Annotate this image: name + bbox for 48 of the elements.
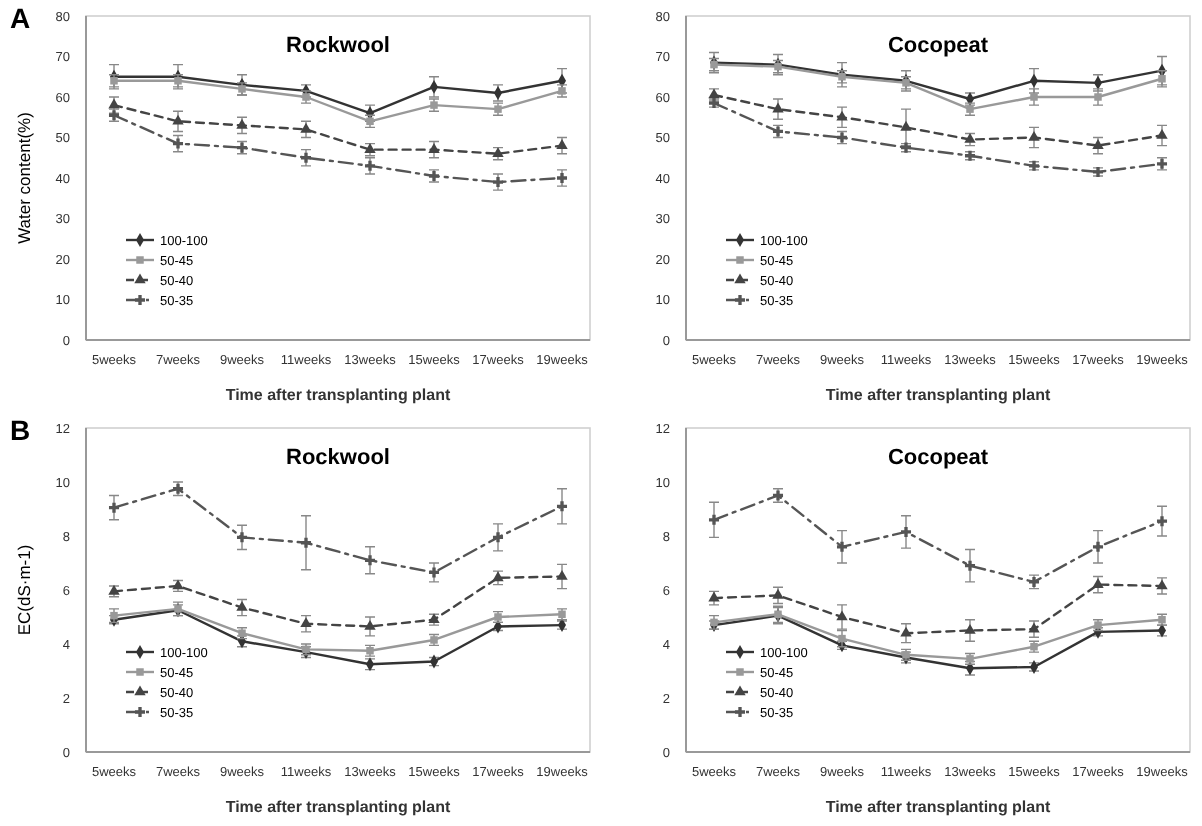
point xyxy=(236,118,248,129)
text: Cocopeat xyxy=(887,34,989,58)
text: Rockwool xyxy=(286,446,390,470)
point xyxy=(900,626,912,637)
point xyxy=(1092,541,1104,552)
text: Cocopeat xyxy=(887,446,989,470)
point xyxy=(236,532,248,543)
x-axis-title: Time after transplanting plant xyxy=(825,386,1051,404)
point xyxy=(300,537,312,548)
point xyxy=(1092,578,1104,588)
point xyxy=(900,526,912,537)
point xyxy=(964,560,976,571)
y-axis-title: Water content(%) xyxy=(14,111,34,244)
x-axis-title: Time after transplanting plant xyxy=(225,798,451,816)
text: Rockwool xyxy=(286,34,390,58)
point xyxy=(836,610,848,621)
point xyxy=(836,110,848,121)
point xyxy=(364,619,376,630)
point xyxy=(108,502,120,513)
x-axis-title: Time after transplanting plant xyxy=(825,798,1051,816)
point xyxy=(108,98,120,109)
point xyxy=(428,567,440,578)
point xyxy=(556,569,568,580)
point xyxy=(1028,622,1040,633)
point xyxy=(492,532,504,543)
point xyxy=(428,143,440,153)
point xyxy=(1156,128,1168,139)
text: B xyxy=(10,414,31,446)
point xyxy=(364,555,376,566)
point xyxy=(1156,579,1168,590)
point xyxy=(900,120,912,131)
point xyxy=(300,122,312,133)
point xyxy=(708,514,720,525)
point xyxy=(300,617,312,628)
point xyxy=(556,501,568,512)
point xyxy=(772,588,784,599)
point xyxy=(556,139,568,149)
point xyxy=(1092,139,1104,149)
point xyxy=(772,102,784,113)
text: A xyxy=(10,2,31,34)
point xyxy=(236,600,248,611)
point xyxy=(964,623,976,634)
point xyxy=(1028,130,1040,141)
x-axis-title: Time after transplanting plant xyxy=(225,386,451,404)
y-axis-title: EC(dS·m-1) xyxy=(14,544,34,636)
point xyxy=(172,114,184,125)
point xyxy=(1156,516,1168,527)
point xyxy=(836,541,848,552)
